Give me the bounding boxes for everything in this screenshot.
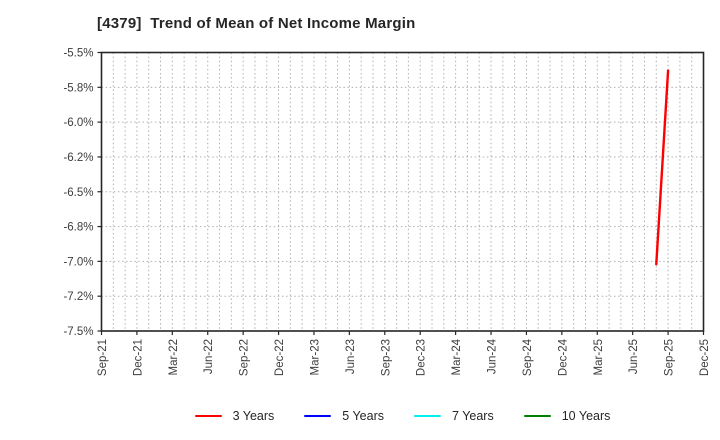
y-tick-label: -7.5%: [63, 326, 93, 338]
legend-item-10-years: 10 Years: [523, 409, 611, 423]
x-tick-label: Mar-24: [451, 338, 463, 375]
x-tick-label: Mar-25: [593, 339, 605, 375]
x-tick-label: Sep-22: [239, 339, 251, 376]
legend-line-swatch: [304, 415, 332, 417]
x-tick-label: Jun-24: [487, 338, 499, 374]
y-tick-label: -6.8%: [63, 222, 93, 234]
x-tick-label: Mar-22: [168, 339, 180, 375]
y-tick-label: -5.8%: [63, 82, 93, 94]
legend: 3 Years 5 Years 7 Years 10 Years: [101, 403, 704, 429]
legend-label: 3 Years: [232, 409, 275, 423]
legend-item-3-years: 3 Years: [194, 409, 275, 423]
x-tick-label: Sep-23: [380, 339, 392, 376]
y-tick-label: -6.0%: [63, 117, 93, 129]
x-tick-label: Sep-25: [664, 339, 676, 376]
x-tick-label: Dec-24: [557, 338, 569, 376]
x-tick-label: Dec-22: [274, 339, 286, 376]
x-tick-label: Jun-22: [203, 339, 215, 374]
y-tick-label: -6.5%: [63, 187, 93, 199]
x-tick-label: Jun-25: [628, 339, 640, 374]
x-tick-label: Jun-23: [345, 339, 357, 374]
legend-label: 5 Years: [342, 409, 385, 423]
legend-line-swatch: [194, 415, 222, 417]
x-tick-label: Dec-25: [699, 339, 711, 376]
plot-border: [100, 51, 705, 332]
legend-line-swatch: [414, 415, 442, 417]
y-tick-label: -7.2%: [63, 291, 93, 303]
y-tick-label: -6.2%: [63, 152, 93, 164]
x-tick-label: Dec-21: [132, 339, 144, 376]
x-tick-label: Sep-21: [97, 339, 109, 376]
x-tick-label: Sep-24: [522, 338, 534, 376]
chart-title: [4379] Trend of Mean of Net Income Margi…: [97, 15, 416, 32]
legend-line-swatch: [523, 415, 551, 417]
y-tick-label: -5.5%: [63, 48, 93, 60]
y-tick-label: -7.0%: [63, 256, 93, 268]
legend-label: 7 Years: [452, 409, 494, 423]
x-tick-label: Dec-23: [416, 339, 428, 376]
series-line-3-years: [655, 69, 670, 266]
legend-item-5-years: 5 Years: [304, 409, 384, 423]
x-tick-label: Mar-23: [309, 339, 321, 375]
legend-label: 10 Years: [561, 409, 611, 423]
legend-item-7-years: 7 Years: [414, 409, 494, 423]
